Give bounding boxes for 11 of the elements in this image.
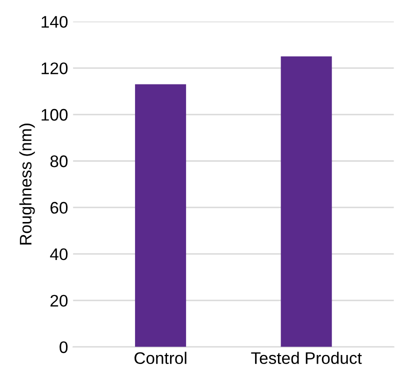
y-tick-label: 140 [42, 16, 68, 28]
x-tick-label: Tested Product [251, 352, 362, 364]
y-tick-label: 40 [50, 248, 68, 260]
y-tick-label: 0 [60, 341, 68, 354]
y-tick-label: 20 [50, 294, 68, 307]
y-tick-label: 60 [50, 202, 68, 214]
y-tick-label: 120 [42, 62, 68, 74]
y-tick-label: 100 [42, 108, 68, 121]
y-tick-label: 80 [50, 155, 68, 168]
y-axis-title: Roughness (nm) [19, 124, 35, 244]
x-tick-label: Control [134, 352, 186, 364]
